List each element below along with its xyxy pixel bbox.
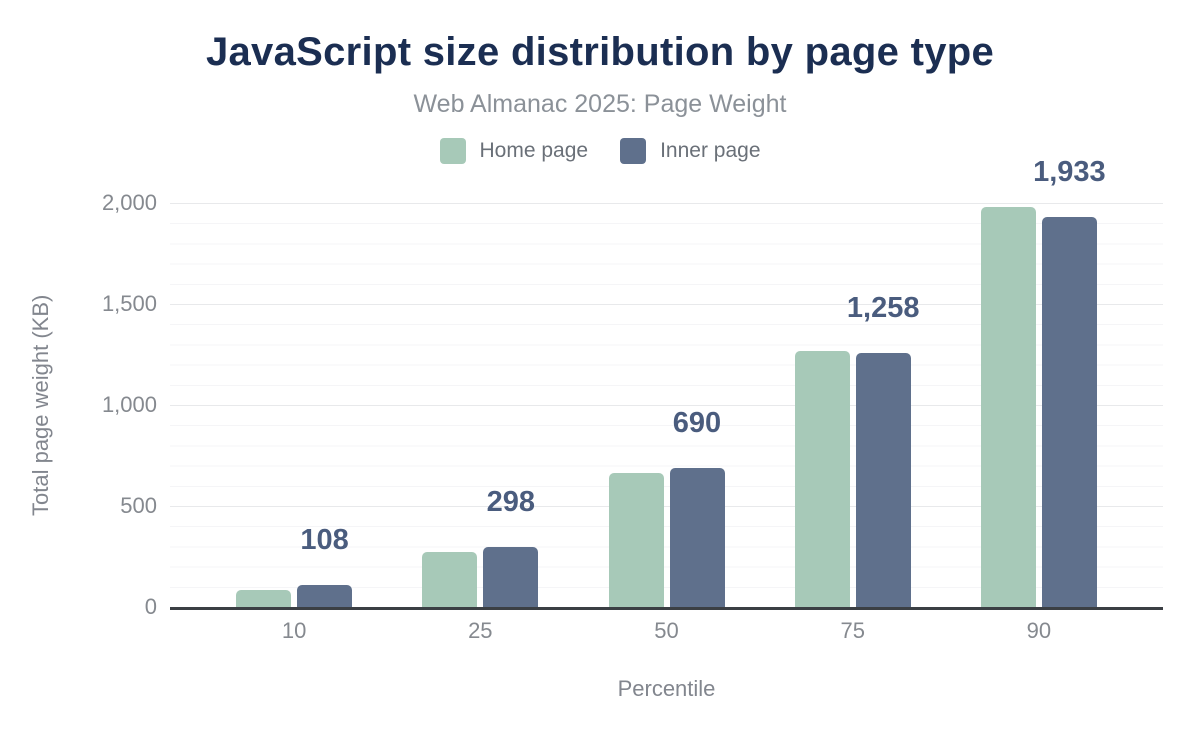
bar-inner-page-p75[interactable]: [855, 352, 911, 607]
bar-home-page-p25[interactable]: [422, 551, 478, 607]
bar-home-page-p50[interactable]: [608, 472, 664, 607]
bar-group-p25: 298: [387, 203, 573, 607]
x-tick-label-p25: 25: [468, 618, 493, 643]
x-axis-title: Percentile: [617, 676, 716, 701]
chart-subtitle: Web Almanac 2025: Page Weight: [413, 90, 787, 118]
data-label-p10: 108: [300, 524, 349, 557]
inner-page-swatch-icon: [620, 138, 647, 164]
chart-title: JavaScript size distribution by page typ…: [205, 30, 995, 74]
bar-home-page-p10[interactable]: [236, 590, 292, 607]
plot-area: 108 298 690 1,258 1,933: [170, 156, 1163, 610]
y-tick-label: 1,000: [101, 392, 157, 417]
data-label-p50: 690: [672, 406, 722, 439]
x-tick-label-p75: 75: [840, 618, 865, 643]
bar-home-page-p90[interactable]: [980, 207, 1036, 607]
bar-group-p75: 1,258: [760, 203, 946, 607]
home-page-swatch-icon: [439, 138, 466, 164]
y-tick-label: 1,500: [101, 291, 157, 316]
y-tick-label: 500: [120, 493, 157, 518]
y-tick-label: 2,000: [101, 190, 157, 215]
y-tick-label: 0: [144, 594, 157, 619]
bar-home-page-p75[interactable]: [794, 350, 850, 607]
x-tick-label-p90: 90: [1026, 618, 1052, 643]
y-axis-tick-labels: 0 500 1,000 1,500 2,000: [40, 190, 157, 619]
x-tick-label-p10: 10: [281, 618, 307, 643]
data-label-p25: 298: [486, 485, 535, 518]
bar-group-p90: 1,933: [946, 156, 1132, 607]
bar-inner-page-p10[interactable]: [297, 585, 353, 607]
data-label-p90: 1,933: [1033, 155, 1106, 188]
bar-group-p50: 690: [573, 203, 759, 607]
bar-inner-page-p25[interactable]: [483, 546, 539, 607]
x-tick-label-p50: 50: [654, 618, 679, 643]
bar-groups: 108 298 690 1,258 1,933: [170, 156, 1163, 607]
x-axis-tick-labels: 10 25 50 75 90: [170, 618, 1163, 644]
legend-label: Inner page: [660, 139, 761, 162]
bar-group-p10: 108: [201, 203, 387, 607]
legend: Home page Inner page: [0, 138, 1200, 164]
legend-label: Home page: [479, 139, 589, 162]
bar-inner-page-p90[interactable]: [1041, 216, 1097, 607]
data-label-p75: 1,258: [846, 291, 920, 324]
legend-item-home-page[interactable]: Home page: [439, 138, 589, 164]
legend-item-inner-page[interactable]: Inner page: [620, 138, 761, 164]
bar-inner-page-p50[interactable]: [669, 467, 725, 607]
